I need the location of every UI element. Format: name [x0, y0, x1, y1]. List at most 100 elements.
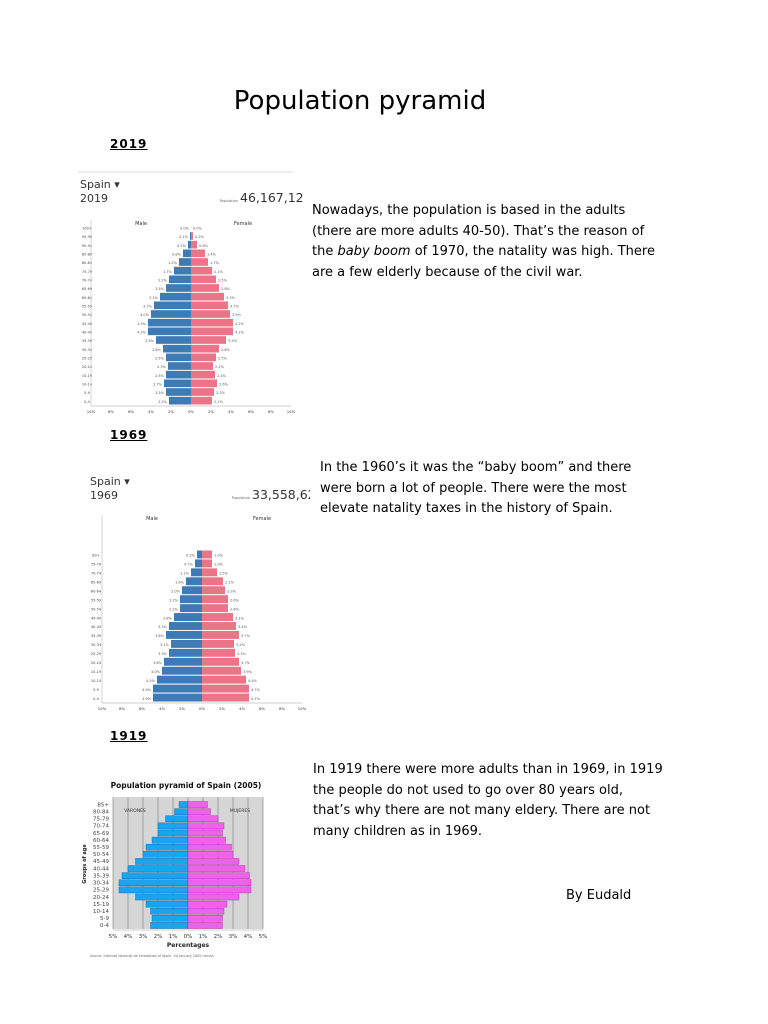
data-label-right: 2.1%: [214, 270, 224, 274]
left-series-label: Male: [146, 516, 158, 522]
bar-right: [202, 648, 235, 657]
data-label-left: 1.6%: [175, 581, 185, 585]
bar-left: [153, 684, 202, 693]
x-tick-label: 8%: [279, 706, 285, 711]
age-label: 50-54: [91, 607, 102, 611]
age-label: 35-39: [91, 634, 101, 638]
age-label: 5-9: [84, 391, 90, 395]
bar-left: [169, 396, 191, 405]
data-label-right: 2.6%: [219, 383, 229, 387]
bar-right: [187, 915, 223, 922]
age-label: 25-29: [82, 357, 92, 361]
bar-left: [178, 801, 189, 808]
age-label: 20-24: [91, 661, 102, 665]
data-label-right: 2.1%: [225, 581, 235, 585]
data-label-right: 2.3%: [216, 391, 226, 395]
bar-right: [191, 275, 216, 284]
x-tick-label: 2%: [154, 934, 163, 940]
text-segment-italic: baby boom: [337, 244, 411, 259]
bar-right: [202, 577, 223, 586]
bar-left: [174, 613, 202, 622]
data-label-left: 1.1%: [180, 572, 190, 576]
data-label-right: 3.9%: [243, 670, 253, 674]
population-label: Population: [220, 199, 238, 203]
bar-left: [118, 879, 189, 887]
age-label: 20-24: [93, 895, 109, 901]
data-label-right: 4.2%: [235, 322, 245, 326]
data-label-left: 3.3%: [158, 625, 168, 629]
bar-left: [157, 822, 189, 830]
x-tick-label: 6%: [259, 706, 265, 711]
age-label: 90-94: [82, 244, 93, 248]
bar-left: [183, 249, 191, 258]
section-year-2019: 2019: [110, 137, 148, 151]
bar-right: [191, 249, 205, 258]
data-label-left: 2.8%: [152, 348, 162, 352]
right-series-label: MUJERES: [230, 808, 250, 814]
bar-left: [151, 310, 191, 318]
x-tick-label: 10%: [287, 409, 296, 414]
data-label-left: 0.1%: [179, 235, 189, 239]
age-label: 35-39: [93, 873, 109, 879]
bar-left: [121, 872, 189, 879]
bar-right: [202, 622, 236, 630]
age-label: 85-89: [82, 253, 92, 257]
x-tick-label: 6%: [128, 409, 134, 414]
x-tick-label: 3%: [229, 934, 238, 940]
bar-left: [135, 893, 189, 901]
age-label: 20-24: [82, 365, 93, 369]
bar-right: [202, 639, 234, 648]
year-label: 1969: [90, 489, 118, 502]
data-label-left: 4.0%: [140, 313, 150, 317]
data-label-right: 4.7%: [251, 697, 261, 701]
age-label: 85+: [97, 802, 109, 808]
x-tick-label: 8%: [119, 706, 125, 711]
x-tick-label: 2%: [179, 706, 185, 711]
bar-right: [191, 258, 208, 266]
bar-left: [165, 815, 189, 823]
age-label: 45-49: [91, 616, 101, 620]
data-label-right: 4.7%: [251, 688, 261, 692]
age-label: 50-54: [82, 313, 93, 317]
population-value: 46,167,128: [240, 190, 303, 205]
age-label: 15-19: [82, 374, 92, 378]
data-label-left: 3.6%: [155, 634, 165, 638]
x-tick-label: 8%: [108, 409, 114, 414]
signature: By Eudald: [566, 888, 632, 903]
bar-left: [151, 836, 189, 844]
age-label: 0-4: [84, 400, 90, 404]
data-label-left: 0.3%: [177, 244, 187, 248]
text-segment: In 1919 there were more adults than in 1…: [313, 762, 663, 839]
data-label-left: 1.2%: [168, 261, 178, 265]
age-label: 45-49: [82, 322, 92, 326]
bar-right: [187, 829, 223, 837]
bar-right: [187, 922, 223, 929]
section-text-1919: In 1919 there were more adults than in 1…: [313, 760, 663, 842]
age-label: 30-34: [93, 881, 109, 887]
bar-left: [169, 275, 191, 284]
age-label: 0-4: [93, 697, 99, 701]
age-label: 95-99: [82, 235, 92, 239]
left-series-label: VARONES: [124, 808, 146, 814]
bar-right: [202, 666, 241, 675]
bar-left: [135, 858, 189, 865]
source-note: Source: Instituto Nacional de Estadístic…: [90, 954, 214, 958]
age-label: 55-59: [91, 598, 101, 602]
age-label: 55-59: [93, 845, 109, 851]
age-label: 30-34: [82, 348, 93, 352]
bar-left: [160, 292, 191, 301]
age-label: 5-9: [93, 688, 99, 692]
bar-right: [191, 292, 224, 301]
data-label-right: 2.1%: [214, 400, 224, 404]
age-label: 75-79: [91, 563, 101, 567]
data-label-left: 3.5%: [145, 339, 155, 343]
bar-right: [191, 327, 233, 336]
bar-right: [191, 344, 219, 353]
data-label-left: 2.8%: [163, 616, 173, 620]
bar-left: [166, 630, 202, 639]
age-label: 100+: [82, 227, 92, 231]
right-series-label: Female: [234, 221, 252, 227]
age-label: 10-14: [82, 383, 93, 387]
data-label-left: 2.2%: [169, 607, 179, 611]
